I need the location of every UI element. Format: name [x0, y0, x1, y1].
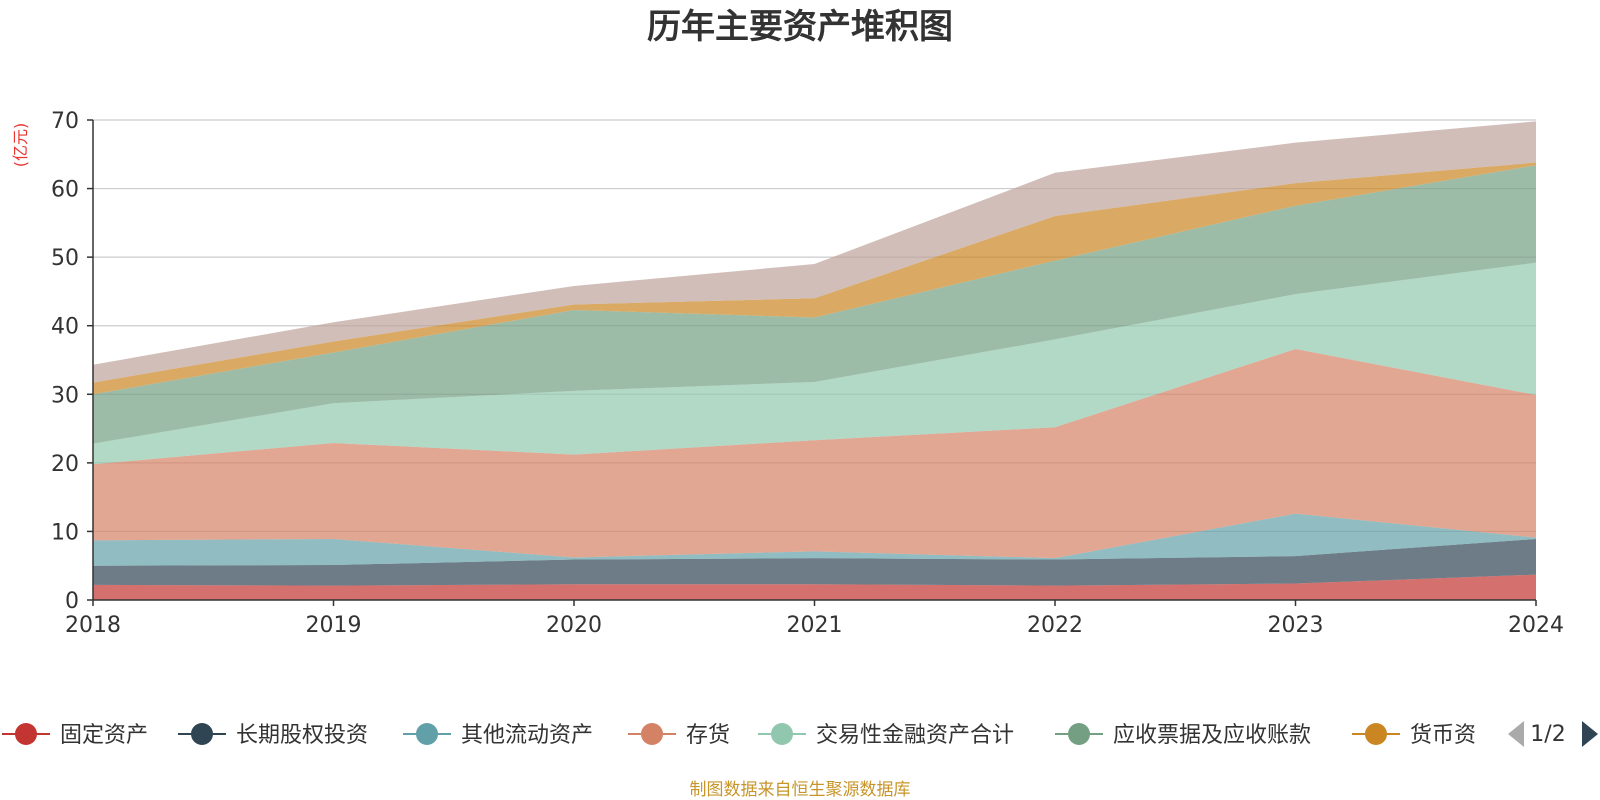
- legend-item-6[interactable]: 货币资: [1352, 723, 1476, 748]
- area-series-6: [93, 162, 1536, 395]
- axes: 0 10 20 30 40 50 60 70 2018 2019 2020 2021 2022 2023 2…: [51, 109, 1564, 638]
- legend-marker-icon: [1365, 723, 1387, 745]
- legend-label: 长期股权投资: [236, 723, 368, 748]
- x-tick-label: 2021: [787, 613, 843, 638]
- legend-item-1[interactable]: 长期股权投资: [178, 723, 368, 748]
- y-tick-label: 50: [51, 246, 79, 271]
- legend-prev-page-icon[interactable]: [1508, 721, 1524, 747]
- legend-pager: 1/2: [1508, 721, 1598, 747]
- legend-marker-icon: [1068, 723, 1090, 745]
- legend-marker-icon: [416, 723, 438, 745]
- legend-marker-icon: [191, 723, 213, 745]
- legend-item-0[interactable]: 固定资产: [2, 723, 148, 748]
- x-tick-label: 2018: [65, 613, 121, 638]
- area-series-0: [93, 574, 1536, 600]
- area-series-2: [93, 513, 1536, 566]
- y-tick-label: 10: [51, 520, 79, 545]
- legend: 固定资产 长期股权投资 其他流动资产 存货 交易性金融资产合计 应收票据及应收账款 货币资: [2, 723, 1476, 748]
- area-series-1: [93, 538, 1536, 586]
- legend-item-5[interactable]: 应收票据及应收账款: [1055, 723, 1311, 748]
- legend-label: 应收票据及应收账款: [1113, 723, 1311, 748]
- area-series-7: [93, 121, 1536, 383]
- legend-label: 固定资产: [60, 723, 148, 748]
- x-tick-label: 2019: [306, 613, 362, 638]
- legend-item-2[interactable]: 其他流动资产: [403, 723, 593, 748]
- legend-marker-icon: [15, 723, 37, 745]
- x-tick-label: 2022: [1027, 613, 1083, 638]
- legend-label: 货币资: [1410, 723, 1476, 748]
- y-tick-label: 0: [65, 589, 79, 614]
- y-tick-label: 70: [51, 109, 79, 134]
- y-axis-unit-label: (亿元): [11, 123, 30, 168]
- y-tick-label: 40: [51, 315, 79, 340]
- legend-item-3[interactable]: 存货: [628, 723, 730, 748]
- area-series-3: [93, 349, 1536, 559]
- legend-next-page-icon[interactable]: [1582, 721, 1598, 747]
- y-tick-label: 60: [51, 178, 79, 203]
- legend-marker-icon: [771, 723, 793, 745]
- x-tick-label: 2020: [546, 613, 602, 638]
- legend-page-indicator: 1/2: [1530, 722, 1565, 747]
- x-tick-label: 2024: [1508, 613, 1564, 638]
- legend-label: 存货: [686, 723, 730, 748]
- legend-label: 交易性金融资产合计: [816, 723, 1014, 748]
- stacked-areas: [93, 121, 1536, 600]
- legend-label: 其他流动资产: [461, 723, 593, 748]
- x-tick-label: 2023: [1268, 613, 1324, 638]
- y-tick-label: 30: [51, 383, 79, 408]
- data-source-note: 制图数据来自恒生聚源数据库: [690, 780, 911, 800]
- y-tick-label: 20: [51, 452, 79, 477]
- legend-item-4[interactable]: 交易性金融资产合计: [758, 723, 1014, 748]
- area-series-4: [93, 262, 1536, 465]
- chart-title: 历年主要资产堆积图: [647, 7, 953, 47]
- legend-marker-icon: [641, 723, 663, 745]
- area-series-5: [93, 165, 1536, 444]
